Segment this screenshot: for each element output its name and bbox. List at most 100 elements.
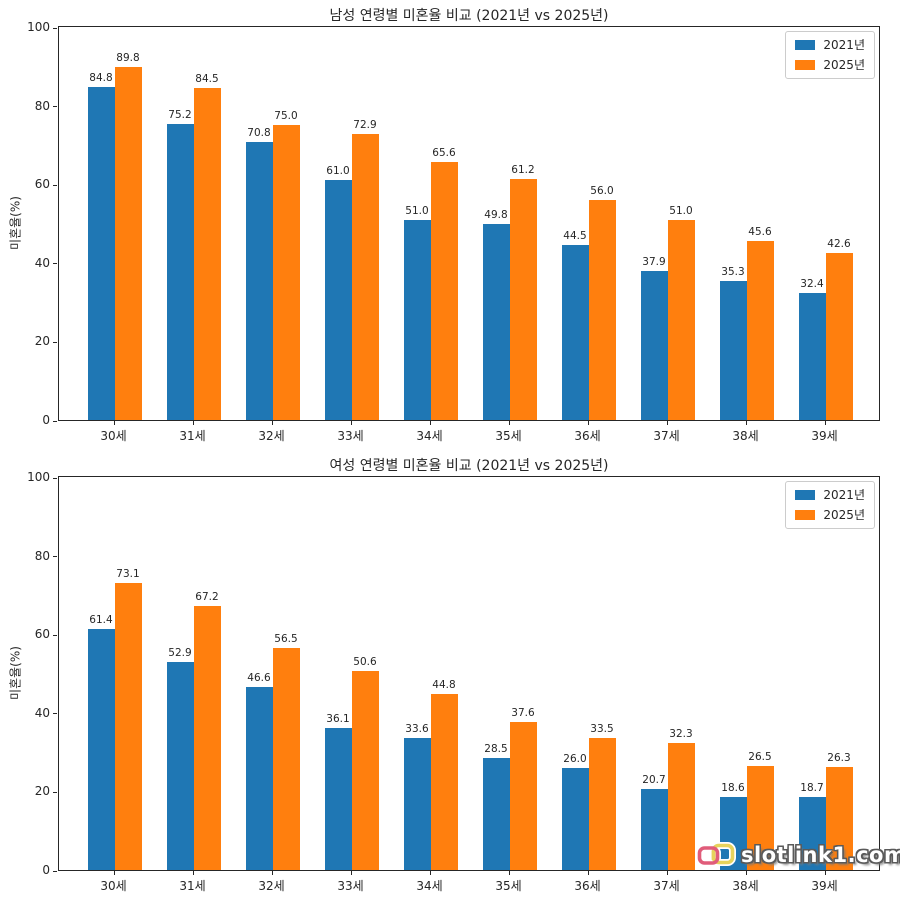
x-tick-label: 37세	[653, 879, 680, 893]
x-tick-mark	[824, 421, 826, 425]
bar-2021년	[245, 686, 273, 870]
plot-area: 2021년 2025년 84.8 89.8 75.2 84.5 70.8 75.0 61.0 7…	[58, 26, 880, 421]
y-tick-label: 0	[42, 863, 50, 877]
legend-item: 2025년	[795, 59, 865, 71]
bar-value-label: 44.8	[432, 678, 456, 691]
x-tick-mark	[429, 421, 431, 425]
legend-swatch	[795, 40, 816, 50]
y-tick-mark	[53, 106, 57, 108]
bar-2025년	[746, 240, 774, 420]
x-tick-label: 32세	[258, 429, 285, 443]
bar-2025년	[272, 647, 300, 870]
bar-2021년	[561, 767, 589, 870]
bar-value-label: 28.5	[484, 743, 508, 755]
bar-2025년	[114, 67, 142, 420]
bar-2025년	[825, 252, 853, 420]
y-tick-label: 60	[34, 627, 50, 642]
x-tick-label: 31세	[179, 879, 206, 893]
bar-2025년	[193, 605, 221, 870]
x-tick-label: 33세	[337, 879, 364, 893]
bar-2025년	[746, 765, 774, 870]
bar-2021년	[640, 271, 668, 420]
x-tick-label: 36세	[574, 879, 601, 893]
x-tick-mark	[192, 871, 194, 875]
y-tick-mark	[53, 420, 57, 422]
bar-value-label: 56.5	[274, 632, 298, 645]
legend: 2021년 2025년	[785, 481, 875, 529]
x-tick-mark	[271, 871, 273, 875]
bar-value-label: 49.8	[484, 209, 508, 222]
bar-value-label: 18.6	[721, 781, 745, 794]
x-tick-label: 39세	[811, 429, 838, 443]
bar-value-label: 46.6	[247, 671, 271, 684]
chart-title: 여성 연령별 미혼율 비교 (2021년 vs 2025년)	[329, 458, 609, 474]
bar-value-label: 75.2	[168, 109, 192, 122]
bar-value-label: 75.0	[274, 110, 298, 123]
bar-2021년	[87, 86, 115, 420]
x-tick-mark	[113, 871, 115, 875]
y-axis-label: 미혼율(%)	[8, 196, 23, 250]
y-tick-mark	[53, 791, 57, 793]
bar-2021년	[403, 219, 431, 420]
bar-value-label: 84.8	[89, 71, 113, 84]
x-tick-label: 34세	[416, 429, 443, 443]
legend-swatch	[795, 490, 816, 500]
bar-value-label: 37.6	[511, 707, 535, 720]
x-tick-label: 32세	[258, 879, 285, 893]
x-tick-mark	[508, 871, 510, 875]
bar-value-label: 26.3	[827, 751, 851, 764]
bar-value-label: 32.3	[669, 728, 693, 741]
bar-2025년	[667, 219, 695, 420]
bar-value-label: 42.6	[827, 237, 851, 250]
bar-2025년	[509, 179, 537, 420]
y-tick-mark	[53, 27, 57, 29]
x-tick-label: 39세	[811, 879, 838, 893]
bar-2025년	[509, 722, 537, 870]
x-tick-mark	[508, 421, 510, 425]
bar-2025년	[430, 162, 458, 420]
x-tick-label: 35세	[495, 879, 522, 893]
bar-2025년	[351, 671, 379, 870]
bar-2025년	[667, 743, 695, 870]
bar-2021년	[245, 141, 273, 420]
bar-value-label: 51.0	[669, 204, 693, 217]
bar-value-label: 89.8	[116, 52, 140, 65]
x-tick-mark	[350, 421, 352, 425]
bar-2021년	[640, 788, 668, 870]
x-tick-mark	[113, 421, 115, 425]
legend-label: 2025년	[823, 58, 865, 72]
y-tick-mark	[53, 263, 57, 265]
y-tick-label: 20	[34, 784, 50, 799]
legend-label: 2021년	[823, 38, 865, 52]
bar-value-label: 35.3	[721, 266, 745, 279]
bar-2025년	[193, 87, 221, 420]
y-tick-label: 40	[34, 705, 50, 720]
bar-value-label: 37.9	[642, 256, 666, 269]
x-tick-label: 33세	[337, 429, 364, 443]
x-tick-mark	[350, 871, 352, 875]
bar-value-label: 26.5	[748, 750, 772, 763]
bar-2025년	[430, 693, 458, 870]
y-tick-label: 100	[27, 20, 50, 34]
bar-value-label: 61.0	[326, 165, 350, 178]
y-tick-label: 80	[34, 98, 50, 113]
watermark: slotlink1.com	[696, 840, 900, 870]
bar-2025년	[114, 582, 142, 870]
legend-swatch	[795, 60, 816, 70]
bar-value-label: 20.7	[642, 773, 666, 786]
bar-2021년	[482, 224, 510, 420]
bar-value-label: 61.4	[89, 613, 113, 626]
legend-swatch	[795, 510, 816, 520]
x-tick-mark	[271, 421, 273, 425]
bar-value-label: 36.1	[326, 713, 350, 726]
bar-2021년	[166, 124, 194, 420]
bar-2021년	[324, 180, 352, 420]
y-tick-label: 100	[27, 470, 50, 484]
bar-value-label: 61.2	[511, 164, 535, 177]
x-tick-label: 34세	[416, 879, 443, 893]
y-tick-mark	[53, 870, 57, 872]
y-tick-label: 20	[34, 334, 50, 349]
bar-value-label: 84.5	[195, 72, 219, 85]
x-tick-mark	[587, 871, 589, 875]
